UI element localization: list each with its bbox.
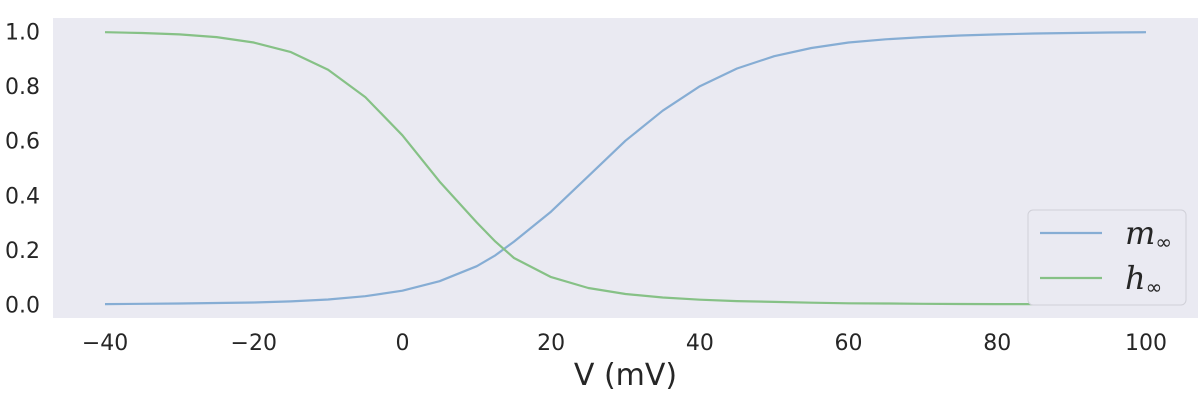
legend: m∞h∞ bbox=[1027, 209, 1187, 306]
x-tick-label: 40 bbox=[686, 331, 714, 356]
y-tick-label: 1.0 bbox=[5, 21, 40, 46]
legend-entry-h: h∞ bbox=[1125, 259, 1162, 299]
plot-background bbox=[53, 18, 1198, 318]
series-line-m bbox=[104, 31, 1147, 306]
x-tick-label: 60 bbox=[835, 331, 863, 356]
x-tick-label: 0 bbox=[395, 331, 409, 356]
y-tick-label: 0.6 bbox=[5, 130, 40, 155]
y-tick-label: 0.4 bbox=[5, 184, 40, 209]
x-tick-label: −20 bbox=[231, 331, 277, 356]
legend-box bbox=[1027, 209, 1187, 306]
x-tick-label: 100 bbox=[1125, 331, 1167, 356]
series-lines bbox=[104, 31, 1147, 306]
y-tick-labels: 0.0 0.2 0.4 0.6 0.8 1.0 bbox=[5, 21, 40, 319]
x-axis-label: V (mV) bbox=[574, 358, 677, 393]
x-tick-label: −40 bbox=[82, 331, 128, 356]
y-tick-label: 0.8 bbox=[5, 75, 40, 100]
y-tick-label: 0.0 bbox=[5, 293, 40, 318]
x-tick-labels: −40 −20 0 20 40 60 80 100 bbox=[82, 331, 1167, 356]
x-tick-label: 20 bbox=[537, 331, 565, 356]
y-tick-label: 0.2 bbox=[5, 239, 40, 264]
series-line-h bbox=[104, 31, 1146, 306]
x-tick-label: 80 bbox=[983, 331, 1011, 356]
